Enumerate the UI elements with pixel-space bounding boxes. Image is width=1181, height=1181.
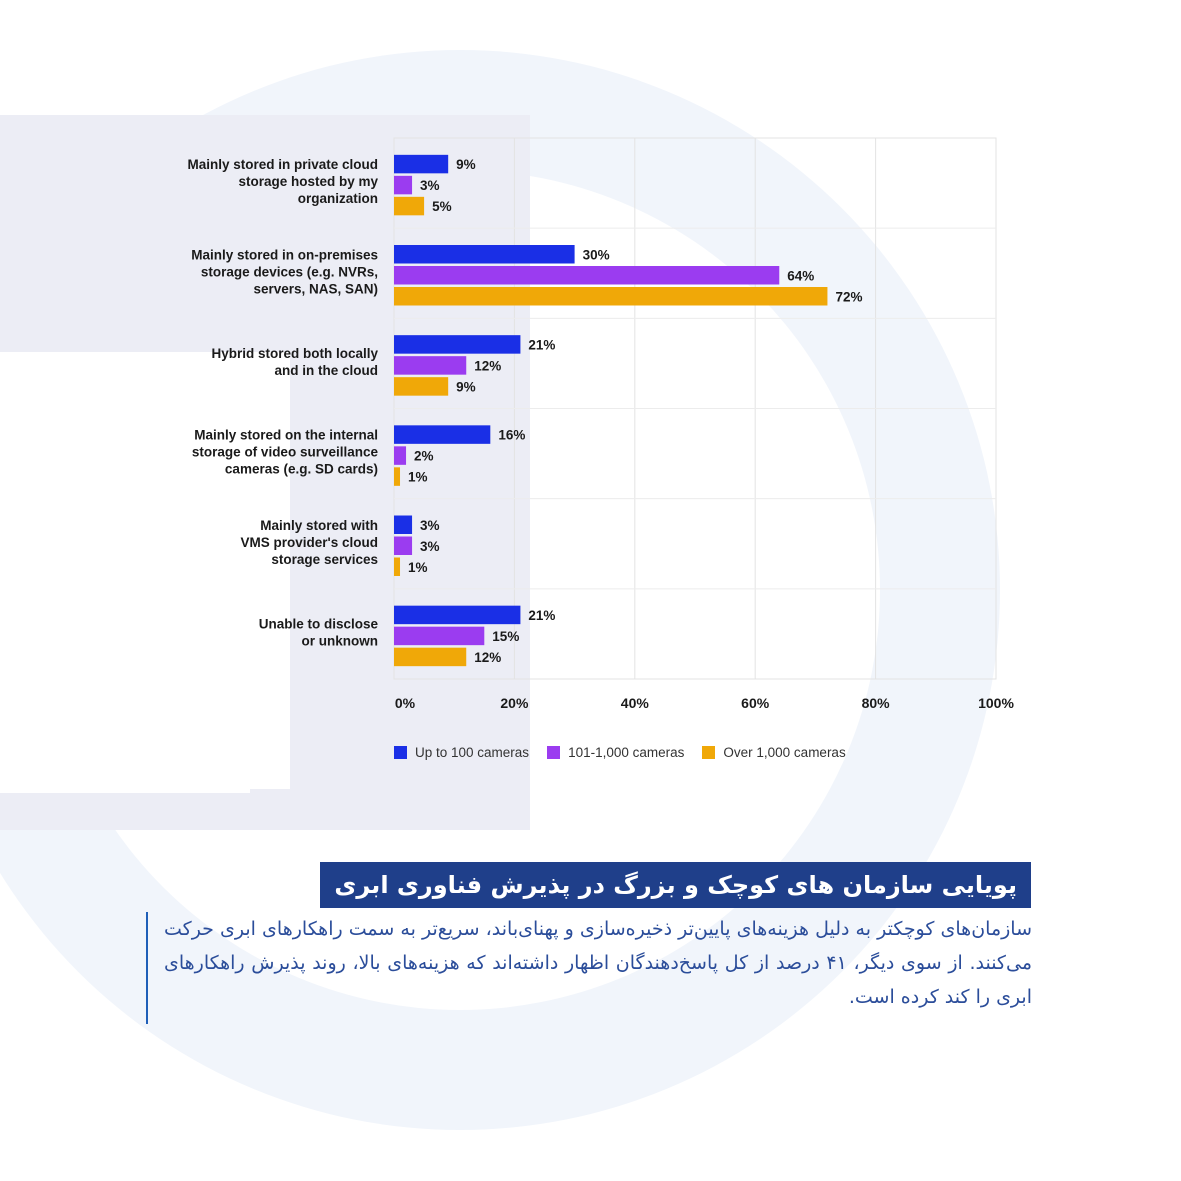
- category-label-line: storage devices (e.g. NVRs,: [201, 264, 378, 279]
- category-label-line: Mainly stored in on-premises: [191, 247, 378, 262]
- category-label-line: or unknown: [302, 633, 379, 648]
- data-label: 16%: [498, 428, 525, 443]
- category-label-line: Unable to disclose: [259, 616, 379, 631]
- bar: [394, 154, 449, 174]
- x-tick-label: 20%: [500, 695, 529, 711]
- bar: [394, 626, 485, 646]
- section-title: پویایی سازمان های کوچک و بزرگ در پذیرش ف…: [320, 862, 1031, 908]
- x-tick-label: 100%: [978, 695, 1014, 711]
- data-label: 12%: [474, 650, 501, 665]
- legend-item-101-1000: 101-1,000 cameras: [547, 745, 684, 760]
- bar: [394, 335, 521, 354]
- bar: [394, 245, 575, 264]
- bar: [394, 356, 467, 375]
- bar-chart: 0% 20% 40% 60% 80% 100% 9% 3% 5% Mainly stored in…: [187, 137, 1014, 711]
- x-tick-label: 40%: [621, 695, 650, 711]
- bar: [394, 425, 491, 444]
- category-label: Mainly stored on the internal storage of …: [192, 428, 379, 477]
- legend-item-over-1000: Over 1,000 cameras: [702, 745, 846, 760]
- bar: [394, 446, 407, 465]
- bar: [394, 287, 828, 306]
- data-label: 1%: [408, 470, 428, 485]
- x-tick-label: 60%: [741, 695, 770, 711]
- category-label: Mainly stored in private cloud storage ho…: [187, 157, 378, 206]
- data-label: 3%: [420, 539, 440, 554]
- category-label-line: Mainly stored in private cloud: [187, 157, 378, 172]
- category-label-line: Hybrid stored both locally: [211, 346, 378, 361]
- data-label: 21%: [528, 337, 555, 352]
- bar: [394, 175, 413, 195]
- chart-legend: Up to 100 cameras 101-1,000 cameras Over…: [394, 745, 846, 760]
- bar: [394, 266, 780, 285]
- category-label: Hybrid stored both locally and in the clo…: [211, 346, 378, 378]
- category-label-line: storage services: [271, 552, 378, 567]
- data-label: 3%: [420, 178, 440, 193]
- body-paragraph: سازمان‌های کوچکتر به دلیل هزینه‌های پایی…: [146, 912, 1032, 1024]
- legend-label: Over 1,000 cameras: [723, 745, 846, 760]
- bar: [394, 647, 467, 667]
- bar: [394, 377, 449, 396]
- category-label: Unable to disclose or unknown: [259, 616, 379, 648]
- data-label: 30%: [583, 247, 610, 262]
- legend-item-up-to-100: Up to 100 cameras: [394, 745, 529, 760]
- bar: [394, 467, 401, 486]
- bar: [394, 557, 401, 576]
- legend-swatch-orange: [702, 746, 716, 759]
- category-label-line: servers, NAS, SAN): [253, 281, 378, 296]
- category-label-line: organization: [298, 191, 378, 206]
- chart-grid: [393, 137, 997, 680]
- data-label: 72%: [835, 289, 862, 304]
- data-label: 21%: [528, 608, 555, 623]
- data-label: 9%: [456, 157, 476, 172]
- category-label: Mainly stored with VMS provider's cloud st…: [241, 518, 379, 567]
- data-label: 5%: [432, 199, 452, 214]
- legend-label: 101-1,000 cameras: [568, 745, 685, 760]
- category-label: Mainly stored in on-premises storage devi…: [191, 247, 378, 296]
- bar: [394, 196, 425, 216]
- category-label-line: and in the cloud: [275, 363, 379, 378]
- data-label: 1%: [408, 560, 428, 575]
- legend-swatch-blue: [394, 746, 407, 759]
- bar: [394, 536, 413, 555]
- bar: [394, 515, 413, 534]
- x-tick-label: 80%: [862, 695, 891, 711]
- chart-labels: 0% 20% 40% 60% 80% 100% 9% 3% 5% Mainly stored in…: [187, 157, 1014, 711]
- category-label-line: storage hosted by my: [238, 174, 378, 189]
- data-label: 9%: [456, 379, 476, 394]
- bar: [394, 605, 521, 625]
- category-label-line: cameras (e.g. SD cards): [225, 462, 378, 477]
- legend-swatch-purple: [547, 746, 561, 759]
- category-label-line: Mainly stored on the internal: [194, 428, 378, 443]
- category-label-line: storage of video surveillance: [192, 445, 379, 460]
- category-label-line: Mainly stored with: [260, 518, 378, 533]
- x-tick-label: 0%: [395, 695, 416, 711]
- data-label: 12%: [474, 358, 501, 373]
- data-label: 64%: [787, 268, 814, 283]
- legend-label: Up to 100 cameras: [415, 745, 530, 760]
- chart-bars: [394, 154, 828, 667]
- data-label: 2%: [414, 449, 434, 464]
- data-label: 3%: [420, 518, 440, 533]
- category-label-line: VMS provider's cloud: [241, 535, 379, 550]
- data-label: 15%: [492, 629, 519, 644]
